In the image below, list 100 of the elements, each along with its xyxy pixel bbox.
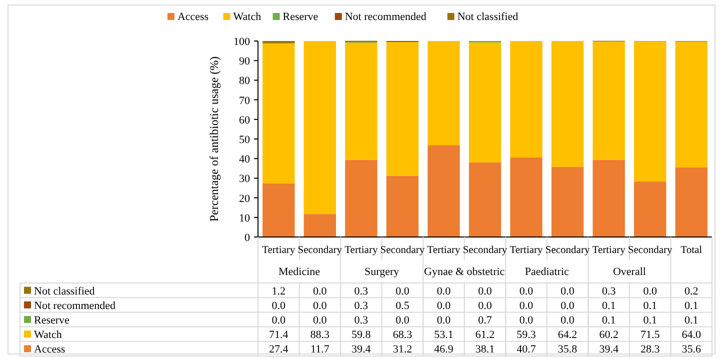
bar — [262, 43, 295, 184]
legend-label: Reserve — [282, 11, 318, 23]
data-label: 0.0 — [519, 314, 534, 326]
data-label: 0.2 — [684, 285, 698, 298]
data-label: 61.2 — [475, 329, 495, 342]
data-label: 0.0 — [478, 285, 492, 298]
x-tick-label: Secondary — [628, 245, 673, 256]
bar — [510, 41, 542, 158]
data-label: 35.6 — [682, 344, 702, 356]
bar — [551, 166, 584, 237]
y-tick-label: 90 — [239, 56, 250, 68]
data-label: 39.4 — [599, 344, 619, 356]
bar — [634, 182, 666, 237]
data-label: 31.2 — [392, 344, 412, 356]
x-tick-label: Tertiary — [344, 245, 378, 256]
bar — [345, 42, 378, 160]
bar — [675, 42, 708, 168]
bar — [510, 157, 542, 237]
data-label: 0.0 — [272, 314, 286, 326]
bar — [386, 176, 419, 237]
y-tick-label: 40 — [239, 154, 250, 166]
bar — [345, 160, 378, 237]
data-label: 0.0 — [519, 300, 534, 312]
data-label: 39.4 — [352, 344, 372, 356]
text: Not recommended — [34, 300, 116, 312]
text: Reserve — [34, 314, 70, 326]
data-label: 0.0 — [478, 300, 492, 312]
data-label: 0.0 — [313, 285, 328, 298]
bar — [428, 41, 460, 146]
data-label: 0.1 — [684, 314, 698, 326]
data-label: 0.0 — [560, 285, 575, 298]
x-tick-label: Tertiary — [510, 245, 544, 256]
x-tick-label: Tertiary — [262, 245, 296, 256]
data-label: 0.0 — [643, 285, 658, 298]
data-label: 0.3 — [354, 285, 369, 298]
bar — [551, 41, 584, 167]
data-label: 60.2 — [599, 329, 618, 342]
x-tick-label: Tertiary — [427, 245, 462, 256]
data-label: 46.9 — [434, 344, 454, 356]
bar — [262, 183, 295, 237]
data-label: 64.2 — [558, 329, 578, 342]
data-label: 0.0 — [272, 300, 286, 312]
data-label: 0.3 — [602, 285, 616, 298]
data-label: 71.5 — [640, 329, 660, 342]
x-tick-label: Total — [680, 245, 702, 256]
legend-label: Watch — [233, 11, 262, 23]
data-label: 0.0 — [313, 314, 328, 326]
x-tick-label: Secondary — [462, 245, 508, 256]
y-axis-title: Percentage of antibiotic usage (%) — [207, 56, 221, 222]
x-tick-label: Secondary — [380, 245, 426, 256]
bar — [304, 214, 336, 237]
data-label: 88.3 — [310, 329, 330, 342]
x-tick-label: Secondary — [545, 245, 590, 256]
data-label: 0.0 — [313, 300, 328, 312]
bar — [592, 160, 625, 237]
data-label: 0.3 — [354, 300, 369, 312]
data-label: 38.1 — [475, 344, 495, 356]
legend-label: Not classified — [457, 11, 519, 23]
y-tick-label: 70 — [239, 94, 250, 107]
data-label: 11.7 — [310, 344, 330, 356]
bar — [428, 145, 460, 237]
y-tick-label: 10 — [239, 212, 250, 224]
data-label: 1.2 — [272, 285, 286, 298]
bar — [304, 41, 336, 214]
x-tick-label: Secondary — [298, 245, 343, 256]
data-label: 0.0 — [396, 285, 410, 298]
bar — [468, 162, 502, 237]
y-tick-label: 80 — [239, 75, 250, 88]
text: Medicine — [278, 266, 320, 278]
data-label: 0.1 — [643, 300, 657, 312]
y-tick-label: 0 — [244, 232, 250, 244]
text: Gynae & obstetric — [424, 266, 505, 278]
data-label: 64.0 — [682, 329, 702, 342]
data-label: 59.8 — [352, 329, 372, 342]
text: Not classified — [34, 285, 95, 298]
bar — [592, 42, 625, 160]
data-label: 71.4 — [269, 329, 289, 342]
data-label: 0.0 — [560, 300, 575, 312]
data-label: 0.1 — [643, 314, 657, 326]
data-label: 0.0 — [396, 314, 410, 326]
legend-label: Access — [177, 11, 209, 23]
data-label: 0.0 — [436, 314, 452, 326]
data-label: 59.3 — [516, 329, 536, 342]
text: Overall — [612, 266, 646, 278]
data-label: 0.7 — [478, 314, 492, 326]
text: Watch — [34, 329, 62, 342]
data-label: 68.3 — [392, 329, 413, 342]
data-label: 0.0 — [519, 285, 534, 298]
data-label: 0.0 — [436, 300, 452, 312]
data-label: 28.3 — [640, 344, 660, 356]
data-label: 0.1 — [602, 300, 616, 312]
y-tick-label: 30 — [239, 173, 250, 186]
data-label: 0.0 — [436, 285, 452, 298]
y-tick-label: 20 — [239, 192, 250, 205]
data-label: 0.1 — [684, 300, 698, 312]
legend-label: Not recommended — [344, 11, 427, 23]
data-label: 27.4 — [269, 344, 289, 356]
bar — [468, 42, 502, 162]
bar — [386, 42, 419, 176]
bar — [675, 167, 708, 237]
